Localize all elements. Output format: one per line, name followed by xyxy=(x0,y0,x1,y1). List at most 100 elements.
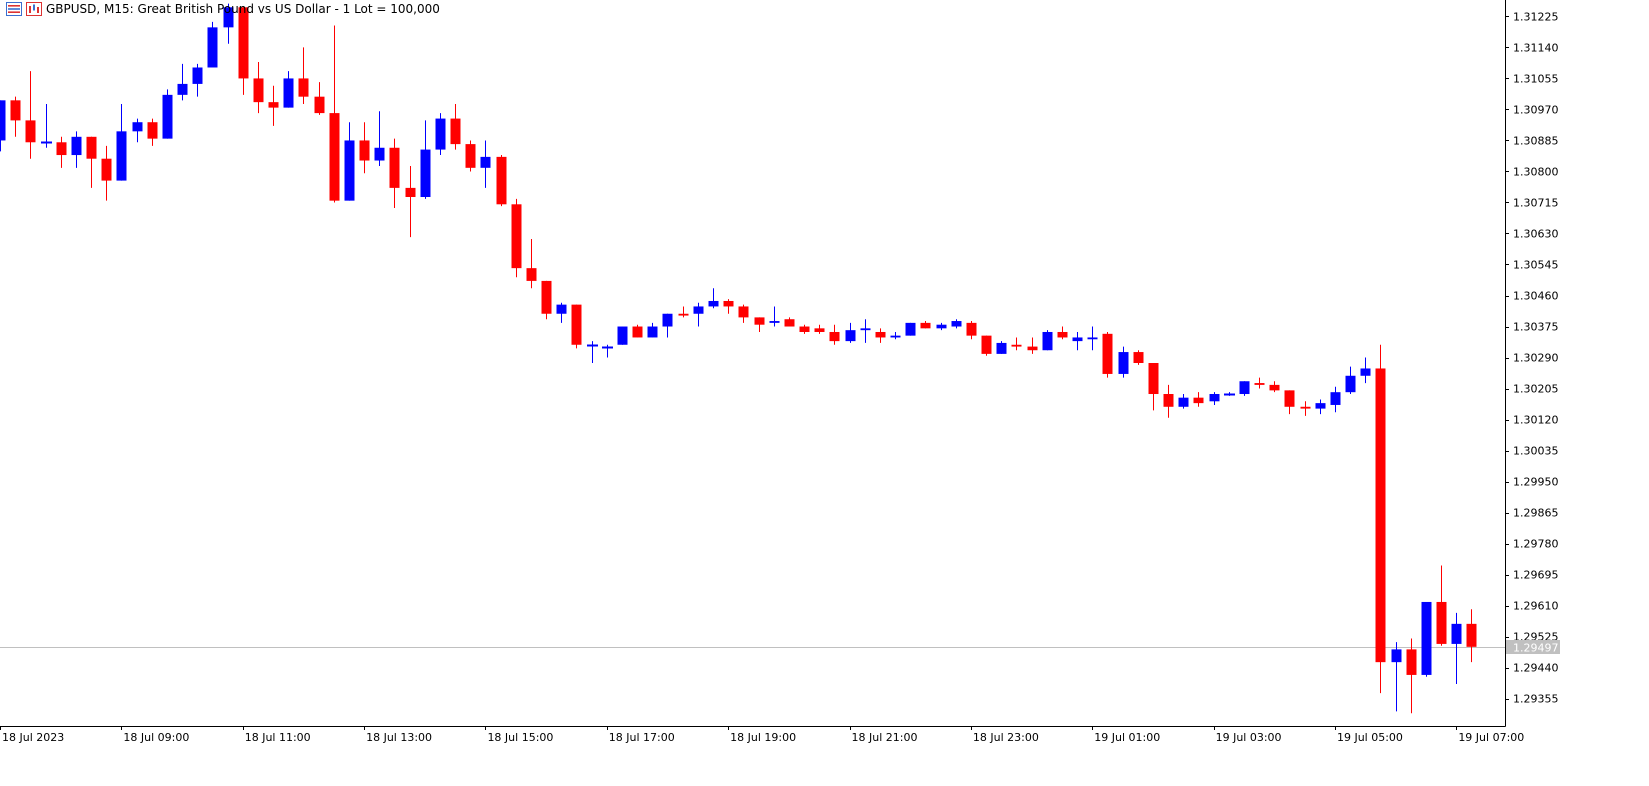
candle xyxy=(1011,337,1022,351)
candle-body xyxy=(298,78,309,97)
candle xyxy=(617,326,628,345)
candle xyxy=(420,120,431,199)
candle-body xyxy=(1193,397,1204,404)
candle xyxy=(981,335,992,356)
y-tick-label: 1.29865 xyxy=(1513,507,1559,520)
candle xyxy=(1300,401,1311,416)
candle xyxy=(10,96,21,137)
candle xyxy=(1284,390,1295,415)
x-tick-label: 18 Jul 17:00 xyxy=(609,731,675,744)
candle xyxy=(238,7,249,95)
candle-body xyxy=(1011,344,1022,347)
x-tick-label: 18 Jul 13:00 xyxy=(366,731,432,744)
candle xyxy=(996,341,1007,354)
candle xyxy=(314,82,325,115)
chart-window-icon[interactable] xyxy=(26,2,42,16)
candle xyxy=(890,331,901,340)
y-tick-label: 1.29695 xyxy=(1513,569,1559,582)
candle-body xyxy=(1148,363,1159,395)
candle xyxy=(814,324,825,334)
candle-body xyxy=(1102,333,1113,374)
candle-body xyxy=(981,335,992,354)
candle xyxy=(25,71,36,159)
candle xyxy=(1102,331,1113,378)
candle xyxy=(587,341,598,363)
candle xyxy=(162,89,173,139)
candle xyxy=(723,299,734,314)
candle-body xyxy=(708,300,719,307)
candle xyxy=(1360,357,1371,384)
candle xyxy=(223,3,234,44)
y-tick-label: 1.30120 xyxy=(1513,414,1559,427)
candle-body xyxy=(1072,337,1083,342)
candle xyxy=(860,319,871,343)
candle-body xyxy=(389,147,400,188)
list-icon[interactable] xyxy=(6,2,22,16)
candle-body xyxy=(405,187,416,198)
current-price-label: 1.29497 xyxy=(1513,642,1559,655)
candle-body xyxy=(693,306,704,314)
x-tick-label: 19 Jul 07:00 xyxy=(1458,731,1524,744)
candle-body xyxy=(435,118,446,150)
candle xyxy=(799,324,810,334)
candle-body xyxy=(223,7,234,28)
candle xyxy=(920,321,931,329)
candle-body xyxy=(374,147,385,161)
y-tick-label: 1.30035 xyxy=(1513,445,1559,458)
y-tick-label: 1.29780 xyxy=(1513,538,1559,551)
candle-body xyxy=(829,331,840,342)
candle-body xyxy=(1178,397,1189,407)
candle xyxy=(875,328,886,343)
candle xyxy=(1224,392,1235,396)
x-tick-label: 18 Jul 23:00 xyxy=(973,731,1039,744)
x-tick-label: 18 Jul 21:00 xyxy=(852,731,918,744)
candle-body xyxy=(814,328,825,332)
y-tick-label: 1.30545 xyxy=(1513,258,1559,271)
candle xyxy=(1193,392,1204,407)
candle-body xyxy=(314,96,325,114)
candle xyxy=(1118,346,1129,378)
x-tick-label: 18 Jul 09:00 xyxy=(123,731,189,744)
candle xyxy=(1027,337,1038,354)
y-tick-label: 1.31225 xyxy=(1513,10,1559,23)
candle-body xyxy=(116,131,127,181)
candle-body xyxy=(617,326,628,345)
candle xyxy=(329,25,340,203)
candle xyxy=(496,155,507,207)
candle-body xyxy=(1451,623,1462,644)
y-tick-label: 1.31055 xyxy=(1513,72,1559,85)
candle-body xyxy=(71,136,82,156)
candle xyxy=(632,324,643,338)
candle xyxy=(374,111,385,166)
y-tick-label: 1.30460 xyxy=(1513,290,1559,303)
candle xyxy=(1148,363,1159,411)
candle xyxy=(207,21,218,68)
x-tick-label: 18 Jul 19:00 xyxy=(730,731,796,744)
candle-body xyxy=(966,322,977,336)
chart-header: GBPUSD, M15: Great British Pound vs US D… xyxy=(6,0,440,18)
candle xyxy=(845,322,856,343)
candle xyxy=(784,317,795,327)
candle-body xyxy=(1421,601,1432,675)
candle-body xyxy=(1027,346,1038,351)
candle xyxy=(389,138,400,208)
candle-body xyxy=(951,321,962,327)
y-tick-label: 1.30205 xyxy=(1513,383,1559,396)
candle xyxy=(769,306,780,327)
candle-body xyxy=(177,83,188,95)
candle xyxy=(359,122,370,174)
candle-body xyxy=(1300,406,1311,409)
candle-body xyxy=(1254,383,1265,385)
current-price-tag: 1.29497 xyxy=(1506,640,1560,655)
candle-body xyxy=(784,319,795,327)
candle-body xyxy=(1391,649,1402,663)
x-tick-label: 18 Jul 15:00 xyxy=(487,731,553,744)
candle-body xyxy=(496,156,507,205)
candle xyxy=(1057,326,1068,340)
candle-body xyxy=(0,100,6,141)
candle xyxy=(951,319,962,329)
x-tick-label: 19 Jul 05:00 xyxy=(1337,731,1403,744)
candle xyxy=(480,140,491,188)
